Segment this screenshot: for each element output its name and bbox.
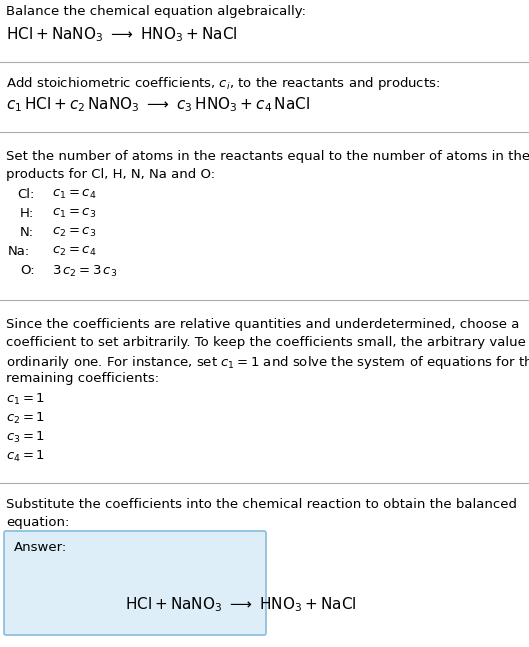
Text: $c_3 = 1$: $c_3 = 1$ xyxy=(6,430,45,445)
Text: Cl:: Cl: xyxy=(17,188,34,201)
Text: $c_2 = c_4$: $c_2 = c_4$ xyxy=(52,245,96,258)
Text: N:: N: xyxy=(20,226,34,239)
Text: $3\,c_2 = 3\,c_3$: $3\,c_2 = 3\,c_3$ xyxy=(52,264,117,279)
Text: $c_1 = 1$: $c_1 = 1$ xyxy=(6,392,45,407)
Text: Na:: Na: xyxy=(8,245,30,258)
Text: $c_1 = c_4$: $c_1 = c_4$ xyxy=(52,188,96,201)
Text: products for Cl, H, N, Na and O:: products for Cl, H, N, Na and O: xyxy=(6,168,215,181)
Text: $c_1 = c_3$: $c_1 = c_3$ xyxy=(52,207,96,220)
Text: Balance the chemical equation algebraically:: Balance the chemical equation algebraica… xyxy=(6,5,306,18)
Text: Since the coefficients are relative quantities and underdetermined, choose a: Since the coefficients are relative quan… xyxy=(6,318,519,331)
Text: Answer:: Answer: xyxy=(14,541,67,554)
Text: equation:: equation: xyxy=(6,516,69,529)
Text: $c_1\,\mathrm{HCl} + c_2\,\mathrm{NaNO_3}\ \longrightarrow\ c_3\,\mathrm{HNO_3} : $c_1\,\mathrm{HCl} + c_2\,\mathrm{NaNO_3… xyxy=(6,95,310,114)
Text: Substitute the coefficients into the chemical reaction to obtain the balanced: Substitute the coefficients into the che… xyxy=(6,498,517,511)
Text: remaining coefficients:: remaining coefficients: xyxy=(6,372,159,385)
Text: Set the number of atoms in the reactants equal to the number of atoms in the: Set the number of atoms in the reactants… xyxy=(6,150,529,163)
Text: O:: O: xyxy=(20,264,34,277)
Text: coefficient to set arbitrarily. To keep the coefficients small, the arbitrary va: coefficient to set arbitrarily. To keep … xyxy=(6,336,529,349)
Text: ordinarily one. For instance, set $c_1 = 1$ and solve the system of equations fo: ordinarily one. For instance, set $c_1 =… xyxy=(6,354,529,371)
Text: $c_2 = 1$: $c_2 = 1$ xyxy=(6,411,45,426)
Text: H:: H: xyxy=(20,207,34,220)
Text: Add stoichiometric coefficients, $c_i$, to the reactants and products:: Add stoichiometric coefficients, $c_i$, … xyxy=(6,75,440,92)
Text: $\mathrm{HCl} + \mathrm{NaNO_3}\ \longrightarrow\ \mathrm{HNO_3} + \mathrm{NaCl}: $\mathrm{HCl} + \mathrm{NaNO_3}\ \longri… xyxy=(125,595,357,614)
Text: $c_2 = c_3$: $c_2 = c_3$ xyxy=(52,226,96,239)
FancyBboxPatch shape xyxy=(4,531,266,635)
Text: $c_4 = 1$: $c_4 = 1$ xyxy=(6,449,45,464)
Text: $\mathrm{HCl} + \mathrm{NaNO_3}\ \longrightarrow\ \mathrm{HNO_3} + \mathrm{NaCl}: $\mathrm{HCl} + \mathrm{NaNO_3}\ \longri… xyxy=(6,25,238,44)
